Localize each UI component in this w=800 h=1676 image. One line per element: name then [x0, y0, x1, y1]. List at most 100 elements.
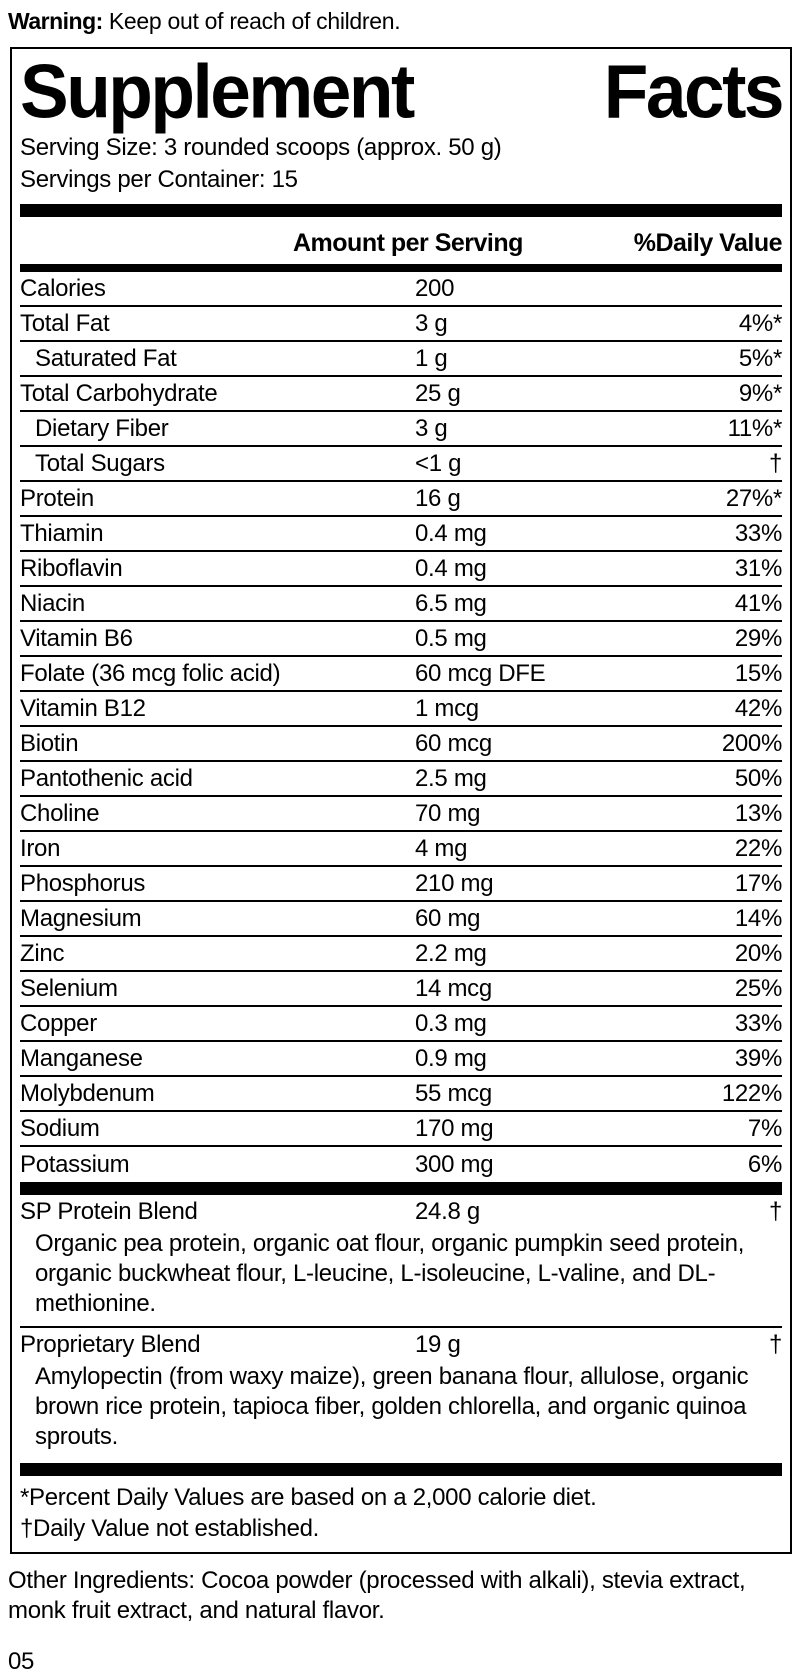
nutrient-daily-value: 14% [734, 905, 782, 932]
nutrient-name: Manganese [20, 1045, 143, 1072]
nutrient-daily-value: 5%* [738, 345, 782, 372]
nutrient-daily-value: 25% [734, 975, 782, 1002]
nutrient-daily-value: 33% [734, 520, 782, 547]
nutrient-name: Saturated Fat [35, 345, 177, 372]
nutrient-daily-value: 4%* [738, 310, 782, 337]
nutrient-name: Folate (36 mcg folic acid) [20, 660, 281, 687]
nutrient-amount: 60 mg [415, 905, 481, 932]
warning-line: Warning: Keep out of reach of children. [8, 8, 800, 35]
table-row: Pantothenic acid 2.5 mg 50% [20, 762, 782, 797]
nutrient-amount: 60 mcg DFE [415, 660, 546, 687]
nutrient-amount: 0.4 mg [415, 555, 487, 582]
nutrient-amount: 0.5 mg [415, 625, 487, 652]
nutrient-name: Phosphorus [20, 870, 146, 897]
table-row: Total Sugars <1 g † [20, 447, 782, 482]
footnote: †Daily Value not established. [20, 1515, 320, 1542]
nutrient-amount: 0.3 mg [415, 1010, 487, 1037]
table-row: Protein 16 g 27%* [20, 482, 782, 517]
nutrient-daily-value: 13% [734, 800, 782, 827]
blend-amount: 24.8 g [415, 1198, 480, 1225]
table-row: Iron 4 mg 22% [20, 832, 782, 867]
footnotes: *Percent Daily Values are based on a 2,0… [20, 1476, 782, 1544]
blend-name: SP Protein Blend [20, 1198, 198, 1225]
supplement-facts-panel: Supplement Facts Serving Size: 3 rounded… [10, 47, 792, 1554]
nutrient-daily-value: 7% [747, 1115, 782, 1142]
nutrient-daily-value: 11%* [727, 415, 783, 442]
divider-bar-top [20, 204, 782, 217]
nutrient-daily-value: 39% [734, 1045, 782, 1072]
nutrient-daily-value: 15% [734, 660, 782, 687]
nutrient-amount: 70 mg [415, 800, 481, 827]
nutrient-daily-value: 33% [734, 1010, 782, 1037]
blend-ingredients: Amylopectin (from waxy maize), green ban… [35, 1363, 749, 1450]
column-header-amount: Amount per Serving [293, 229, 523, 257]
nutrient-name: Riboflavin [20, 555, 123, 582]
blend-ingredients: Organic pea protein, organic oat flour, … [35, 1230, 745, 1317]
nutrient-daily-value: 22% [734, 835, 782, 862]
nutrient-amount: 1 g [415, 345, 448, 372]
nutrient-amount: 2.2 mg [415, 940, 487, 967]
nutrient-name: Protein [20, 485, 94, 512]
blend-section: Proprietary Blend 19 g † Amylopectin (fr… [20, 1326, 782, 1459]
nutrient-daily-value: 200% [721, 730, 782, 757]
nutrient-name: Magnesium [20, 905, 142, 932]
nutrient-amount: 14 mcg [415, 975, 492, 1002]
nutrient-name: Choline [20, 800, 100, 827]
nutrient-name: Niacin [20, 590, 85, 617]
nutrient-daily-value: 17% [734, 870, 782, 897]
blend-row: SP Protein Blend 24.8 g † [20, 1195, 782, 1229]
table-row: Selenium 14 mcg 25% [20, 972, 782, 1007]
nutrient-amount: <1 g [415, 450, 462, 477]
blend-daily-value: † [768, 1331, 782, 1358]
nutrient-amount: 0.9 mg [415, 1045, 487, 1072]
blend-sections: SP Protein Blend 24.8 g † Organic pea pr… [20, 1195, 782, 1459]
nutrient-amount: 200 [415, 275, 455, 302]
table-row: Total Fat 3 g 4%* [20, 307, 782, 342]
nutrient-daily-value: 29% [734, 625, 782, 652]
nutrient-name: Zinc [20, 940, 65, 967]
panel-title: Supplement Facts [20, 49, 785, 135]
table-row: Folate (36 mcg folic acid) 60 mcg DFE 15… [20, 657, 782, 692]
nutrient-amount: 25 g [415, 380, 461, 407]
blend-row: Proprietary Blend 19 g † [20, 1328, 782, 1362]
nutrient-daily-value: 6% [747, 1151, 782, 1178]
nutrient-amount: 2.5 mg [415, 765, 487, 792]
table-row: Calories 200 [20, 272, 782, 307]
table-row: Saturated Fat 1 g 5%* [20, 342, 782, 377]
nutrient-amount: 60 mcg [415, 730, 492, 757]
table-row: Vitamin B6 0.5 mg 29% [20, 622, 782, 657]
nutrient-name: Molybdenum [20, 1080, 155, 1107]
table-row: Biotin 60 mcg 200% [20, 727, 782, 762]
nutrient-daily-value: 50% [734, 765, 782, 792]
nutrient-amount: 3 g [415, 310, 448, 337]
title-word-supplement: Supplement [20, 49, 415, 135]
nutrient-name: Biotin [20, 730, 79, 757]
table-row: Molybdenum 55 mcg 122% [20, 1077, 782, 1112]
table-row: Dietary Fiber 3 g 11%* [20, 412, 782, 447]
table-row: Vitamin B12 1 mcg 42% [20, 692, 782, 727]
nutrient-amount: 0.4 mg [415, 520, 487, 547]
nutrient-name: Selenium [20, 975, 118, 1002]
nutrient-amount: 55 mcg [415, 1080, 492, 1107]
divider-bar-footnotes [20, 1463, 782, 1476]
nutrient-amount: 210 mg [415, 870, 494, 897]
table-row: Riboflavin 0.4 mg 31% [20, 552, 782, 587]
nutrient-amount: 300 mg [415, 1151, 494, 1178]
nutrient-daily-value: 20% [734, 940, 782, 967]
footnote: *Percent Daily Values are based on a 2,0… [20, 1484, 597, 1511]
nutrient-amount: 170 mg [415, 1115, 494, 1142]
column-header-daily-value: %Daily Value [633, 229, 783, 257]
table-row: Manganese 0.9 mg 39% [20, 1042, 782, 1077]
nutrient-amount: 6.5 mg [415, 590, 487, 617]
table-row: Copper 0.3 mg 33% [20, 1007, 782, 1042]
nutrient-daily-value: 41% [734, 590, 782, 617]
table-row: Choline 70 mg 13% [20, 797, 782, 832]
blend-daily-value: † [768, 1198, 782, 1225]
nutrient-name: Iron [20, 835, 61, 862]
nutrient-daily-value: 122% [721, 1080, 782, 1107]
nutrient-daily-value: 9%* [738, 380, 782, 407]
nutrient-name: Pantothenic acid [20, 765, 193, 792]
nutrient-daily-value: † [768, 450, 782, 477]
warning-text: Keep out of reach of children. [102, 8, 401, 34]
nutrient-name: Sodium [20, 1115, 100, 1142]
